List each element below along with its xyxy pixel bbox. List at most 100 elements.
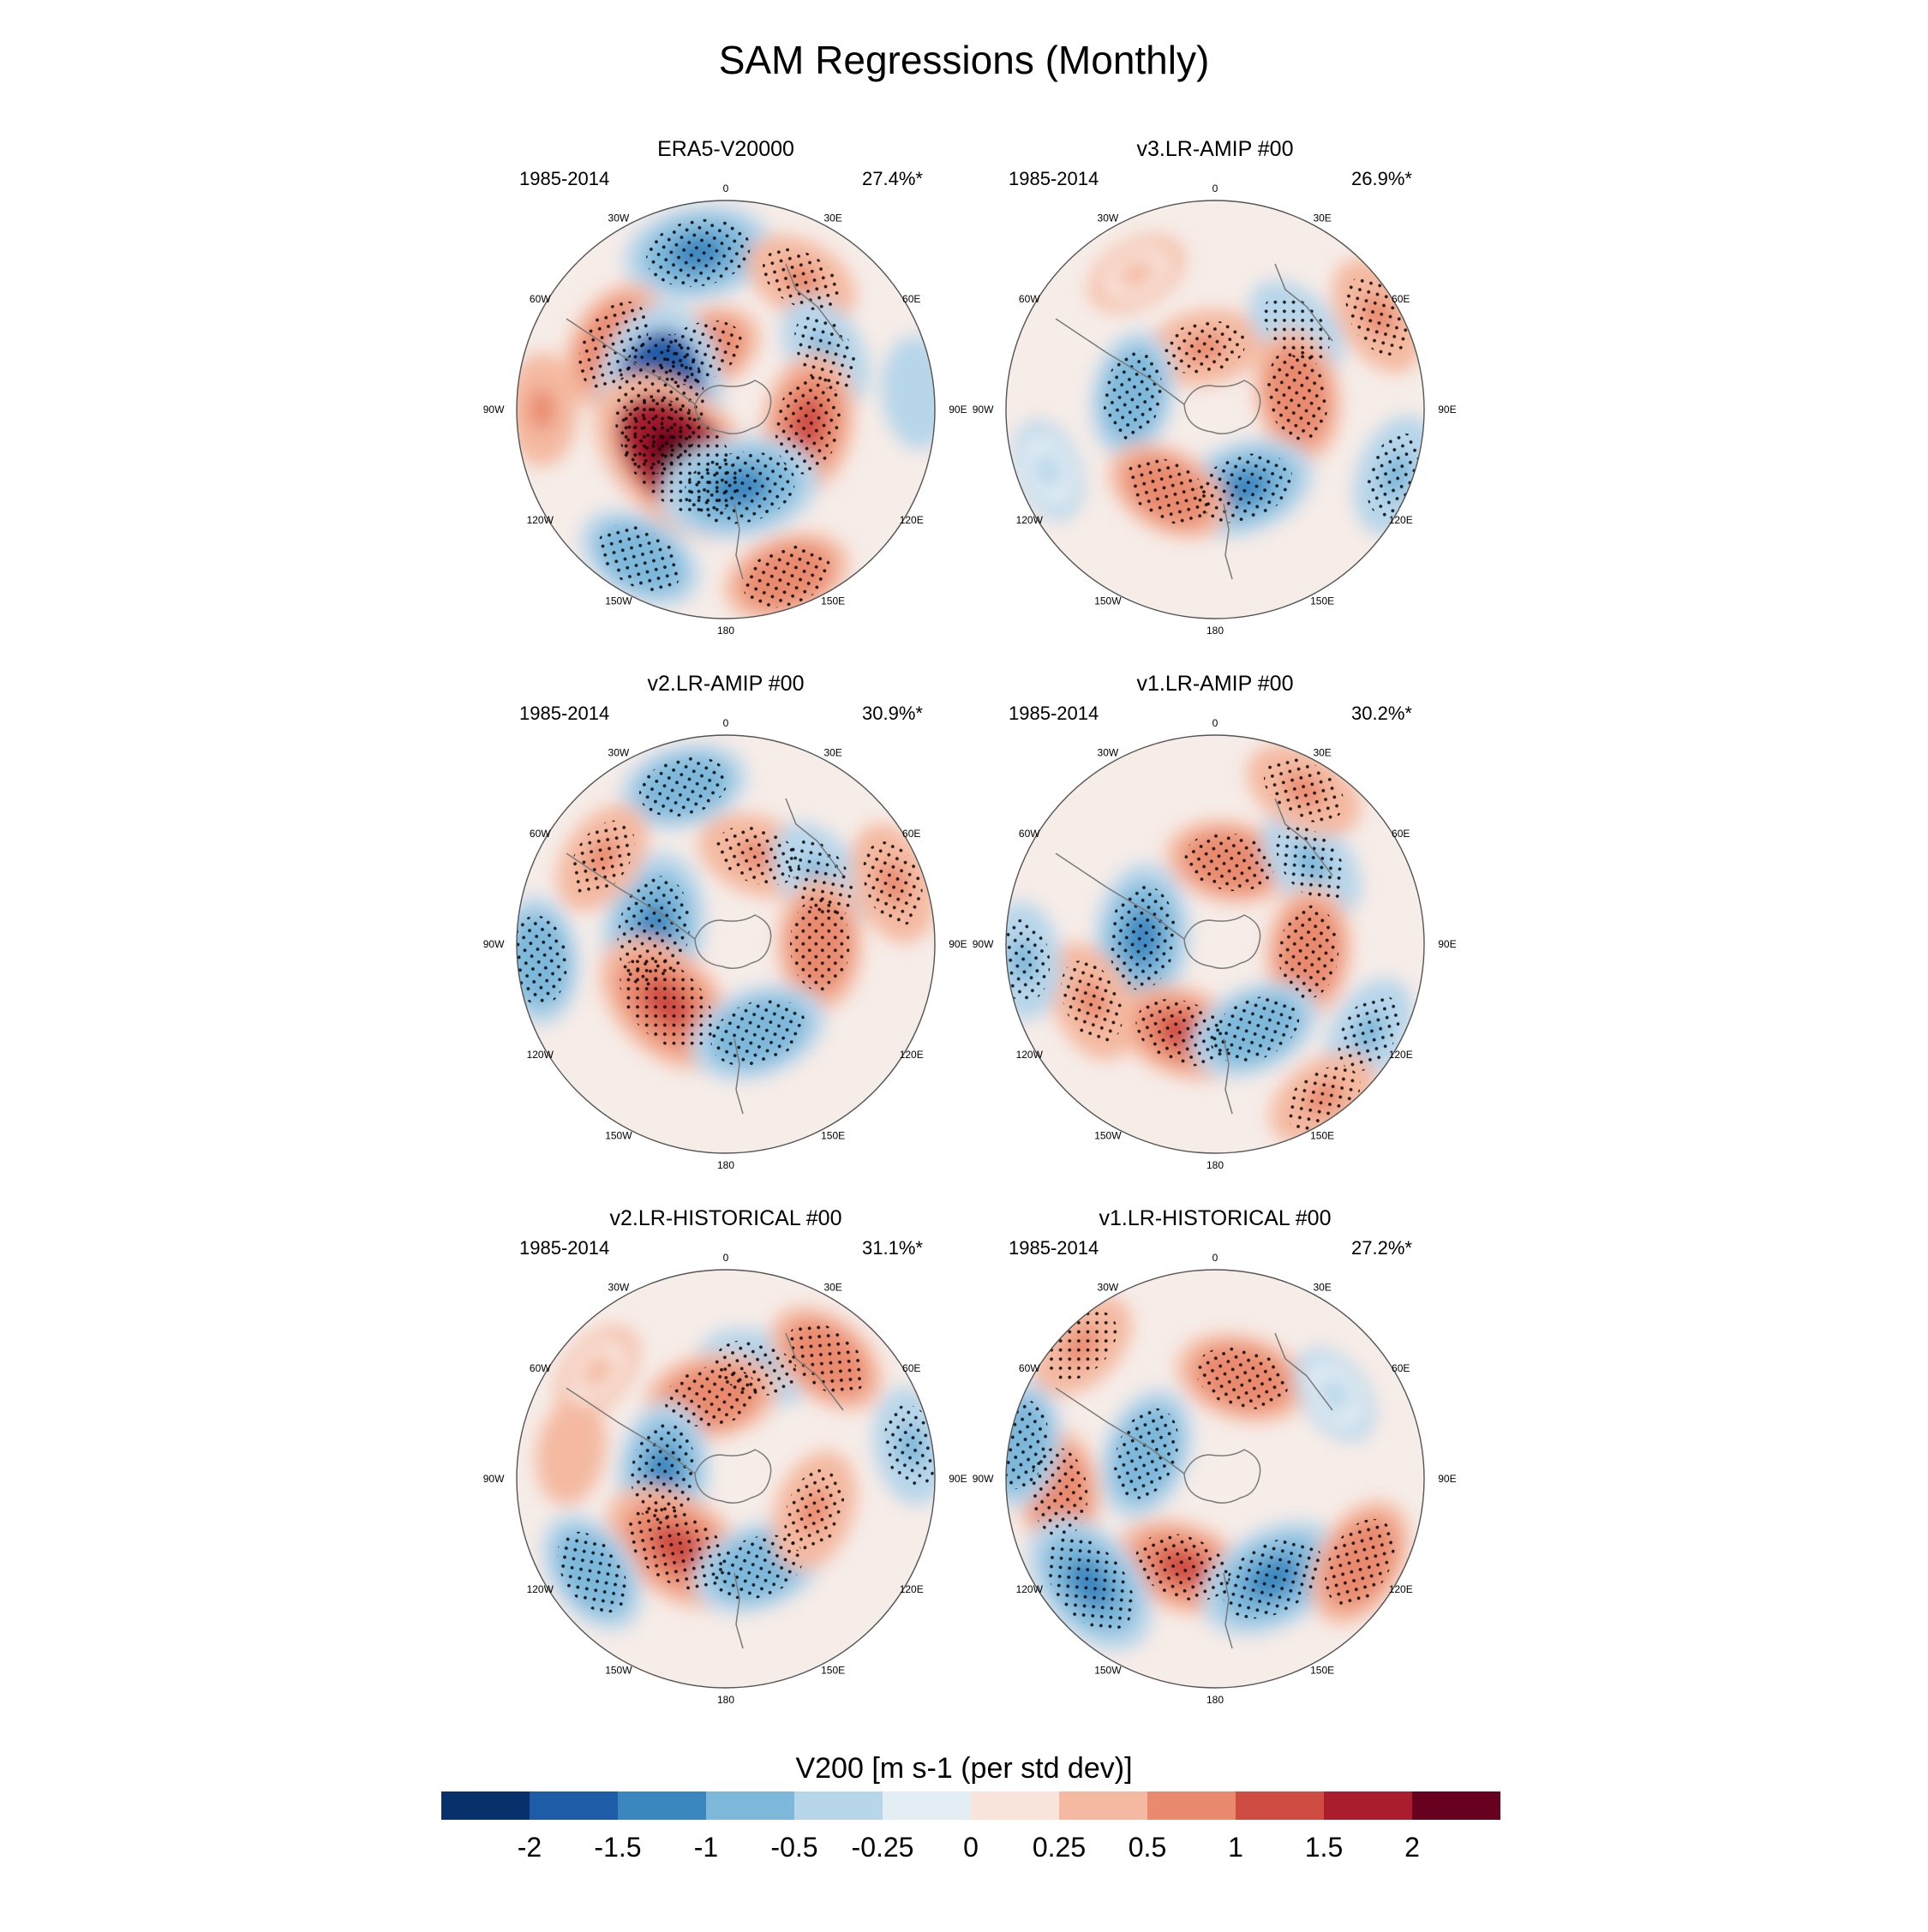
panel-period: 1985-2014 [1009, 168, 1099, 189]
panel-3: 0 30E 60E 90E 120E 150E 180 150W 120W 90W 60W 30W v2… [483, 672, 967, 1171]
colorbar-tick-label: 0.5 [1129, 1832, 1166, 1863]
significance-stipple [517, 915, 567, 1006]
significance-stipple [1338, 994, 1400, 1072]
longitude-label: 30E [823, 212, 841, 224]
longitude-label: 120E [900, 514, 924, 526]
significance-stipple [712, 1534, 804, 1600]
significance-stipple [1266, 348, 1328, 442]
antarctica-coastline [566, 1332, 844, 1649]
colorbar-swatch [706, 1791, 794, 1820]
anomaly-core [904, 371, 931, 414]
longitude-label: 30W [1098, 1282, 1119, 1294]
longitude-label: 90E [949, 1473, 967, 1485]
longitude-label: 60W [530, 293, 551, 305]
colorbar-tick-label: 0 [963, 1832, 979, 1863]
significance-stipple [786, 839, 854, 918]
longitude-label: 30W [1098, 212, 1119, 224]
colorbar-swatch [1412, 1791, 1500, 1820]
panel-variance: 26.9%* [1351, 168, 1412, 189]
longitude-label: 0 [723, 1252, 729, 1264]
longitude-label: 120E [900, 1049, 924, 1061]
colorbar-tick-label: 1.5 [1305, 1832, 1343, 1863]
anomaly-core [1034, 452, 1062, 489]
panel-4: 0 30E 60E 90E 120E 150E 180 150W 120W 90W 60W 30W v1… [973, 672, 1457, 1171]
colorbar-swatch [530, 1791, 618, 1820]
colorbar-tick-label: 2 [1404, 1832, 1420, 1863]
significance-stipple [1061, 960, 1123, 1043]
map-boundary [1005, 734, 1425, 1154]
panel-period: 1985-2014 [519, 1237, 609, 1259]
colorbar-swatch [441, 1791, 530, 1820]
significance-stipple [1210, 996, 1300, 1063]
longitude-label: 120W [1016, 514, 1044, 526]
longitude-label: 90E [1438, 1473, 1456, 1485]
longitude-label: 30E [823, 747, 841, 759]
colorbar-tick-label: -2 [518, 1832, 542, 1863]
longitude-label: 120W [1016, 1049, 1044, 1061]
longitude-label: 90E [1438, 404, 1456, 416]
panel-variance: 27.2%* [1351, 1237, 1412, 1259]
longitude-label: 90W [483, 938, 505, 950]
longitude-label: 150E [821, 1664, 845, 1676]
significance-stipple [684, 451, 795, 524]
longitude-label: 120W [1016, 1583, 1044, 1595]
longitude-label: 0 [1212, 182, 1218, 194]
longitude-label: 90W [483, 404, 505, 416]
panel-period: 1985-2014 [519, 703, 609, 724]
figure-title: SAM Regressions (Monthly) [719, 38, 1210, 82]
colorbar-tick-label: -0.5 [770, 1832, 817, 1863]
longitude-label: 150E [821, 595, 845, 607]
colorbar-swatch [1059, 1791, 1147, 1820]
longitude-label: 90E [949, 938, 967, 950]
significance-stipple [557, 1531, 627, 1613]
longitude-label: 150W [1094, 1129, 1122, 1141]
significance-stipple [1126, 457, 1210, 525]
colorbar-swatch [883, 1791, 971, 1820]
colorbar-tick-label: -1 [694, 1832, 718, 1863]
longitude-label: 120W [527, 1049, 554, 1061]
significance-stipple [1135, 1534, 1230, 1601]
antarctica-coastline [1055, 1332, 1333, 1649]
significance-stipple [620, 956, 714, 1050]
anomaly-core [528, 388, 555, 431]
significance-stipple [1006, 919, 1051, 1003]
longitude-label: 150W [605, 1129, 632, 1141]
longitude-label: 60E [902, 828, 920, 840]
longitude-label: 0 [723, 182, 729, 194]
longitude-label: 0 [723, 717, 729, 729]
map-boundary [516, 734, 936, 1154]
significance-stipple [664, 1366, 758, 1427]
significance-stipple [710, 999, 805, 1067]
significance-stipple [1184, 832, 1275, 892]
colorbar-swatch [1236, 1791, 1324, 1820]
colorbar-swatch [971, 1791, 1059, 1820]
colorbar-tick-label: 1 [1228, 1832, 1243, 1863]
significance-stipple [742, 545, 830, 608]
significance-stipple [1195, 1346, 1289, 1409]
panel-5: 0 30E 60E 90E 120E 150E 180 150W 120W 90W 60W 30W v2… [483, 1206, 967, 1706]
panel-title: v2.LR-HISTORICAL #00 [610, 1206, 842, 1230]
colorbar-tick-label: -1.5 [594, 1832, 641, 1863]
significance-stipple [1262, 295, 1330, 362]
longitude-label: 90W [973, 404, 994, 416]
map-boundary [1005, 1269, 1425, 1689]
longitude-label: 60E [1392, 828, 1410, 840]
map-boundary [516, 1269, 936, 1689]
longitude-label: 30E [1313, 212, 1331, 224]
panel-variance: 30.9%* [862, 703, 923, 724]
colorbar-swatch [1147, 1791, 1236, 1820]
longitude-label: 60W [1019, 1362, 1040, 1374]
significance-stipple [1103, 350, 1163, 440]
panel-2: 0 30E 60E 90E 120E 150E 180 150W 120W 90W 60W 30W v3… [973, 137, 1457, 637]
significance-stipple [570, 820, 635, 895]
significance-stipple [775, 374, 841, 475]
significance-stipple [784, 1468, 844, 1553]
significance-stipple [646, 218, 751, 287]
longitude-label: 150E [1310, 1129, 1334, 1141]
longitude-label: 150W [605, 1664, 632, 1676]
antarctica-coastline [1055, 798, 1333, 1115]
longitude-label: 180 [717, 1694, 734, 1706]
significance-stipple [1030, 1447, 1088, 1538]
panel-period: 1985-2014 [1009, 1237, 1099, 1259]
